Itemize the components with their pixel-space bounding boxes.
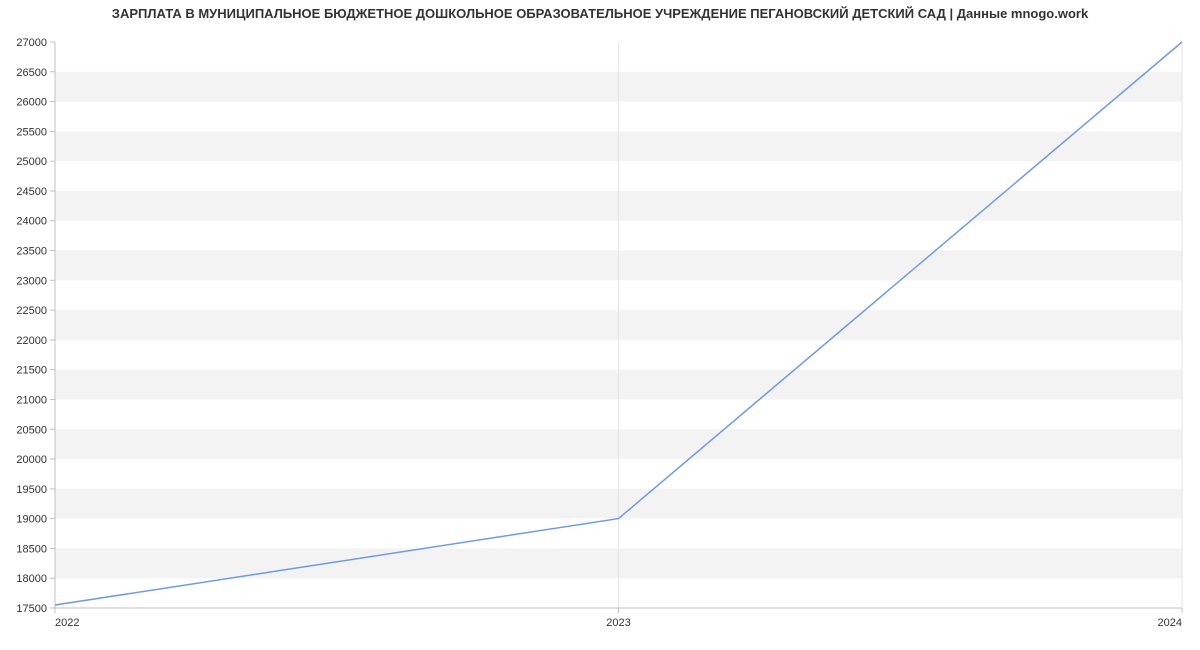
y-tick-label: 19500	[16, 484, 47, 496]
y-tick-label: 17500	[16, 603, 47, 615]
y-tick-label: 24000	[16, 216, 47, 228]
y-tick-label: 19000	[16, 514, 47, 526]
y-tick-label: 25000	[16, 156, 47, 168]
y-tick-label: 20500	[16, 424, 47, 436]
chart-title: ЗАРПЛАТА В МУНИЦИПАЛЬНОЕ БЮДЖЕТНОЕ ДОШКО…	[0, 6, 1200, 21]
y-tick-label: 21000	[16, 394, 47, 406]
y-tick-label: 26500	[16, 67, 47, 79]
y-tick-label: 22500	[16, 305, 47, 317]
y-tick-label: 27000	[16, 37, 47, 49]
y-tick-label: 23500	[16, 246, 47, 258]
y-tick-label: 21500	[16, 365, 47, 377]
chart-canvas: 17500 18000 18500 19000 19500 20000 20500 21000…	[0, 0, 1200, 650]
y-tick-label: 23000	[16, 275, 47, 287]
y-tick-label: 20000	[16, 454, 47, 466]
y-tick-label: 22000	[16, 335, 47, 347]
y-tick-label: 26000	[16, 97, 47, 109]
x-tick-label: 2023	[606, 617, 630, 629]
salary-line-chart: ЗАРПЛАТА В МУНИЦИПАЛЬНОЕ БЮДЖЕТНОЕ ДОШКО…	[0, 0, 1200, 650]
x-tick-label: 2024	[1158, 617, 1182, 629]
y-tick-label: 18000	[16, 573, 47, 585]
y-tick-label: 18500	[16, 543, 47, 555]
y-tick-label: 24500	[16, 186, 47, 198]
x-tick-label: 2022	[55, 617, 79, 629]
y-tick-label: 25500	[16, 126, 47, 138]
